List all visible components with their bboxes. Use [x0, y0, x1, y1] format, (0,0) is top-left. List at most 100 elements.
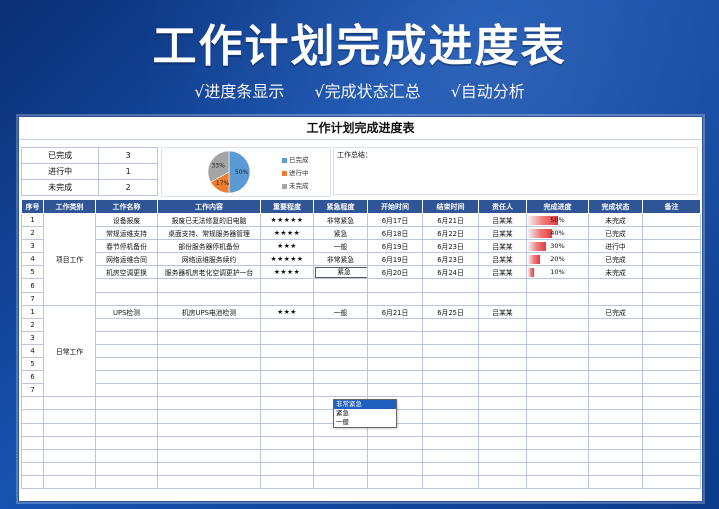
task-name-cell[interactable] [95, 330, 158, 345]
empty-cell[interactable] [422, 448, 479, 463]
progress-cell[interactable] [526, 291, 589, 306]
remark-cell[interactable] [642, 343, 701, 359]
empty-cell[interactable] [588, 422, 643, 437]
empty-cell[interactable] [43, 448, 96, 463]
owner-cell[interactable]: 吕某某 [478, 212, 527, 228]
owner-cell[interactable] [478, 357, 527, 372]
column-header[interactable]: 完成状态 [588, 199, 643, 214]
progress-cell[interactable] [526, 343, 589, 359]
empty-cell[interactable] [157, 396, 261, 411]
start-date-cell[interactable] [367, 357, 423, 372]
owner-cell[interactable] [478, 343, 527, 359]
category-cell[interactable]: 项目工作 [43, 213, 96, 306]
empty-cell[interactable] [642, 448, 701, 463]
empty-cell[interactable] [422, 396, 479, 411]
empty-cell[interactable] [43, 396, 96, 411]
empty-cell[interactable] [95, 435, 158, 450]
empty-cell[interactable] [422, 435, 479, 450]
pie-slice[interactable] [207, 150, 230, 183]
progress-cell[interactable] [526, 357, 589, 372]
urgency-cell[interactable] [313, 278, 368, 293]
status-cell[interactable] [588, 278, 643, 293]
urgency-cell[interactable]: 一般 [313, 304, 368, 319]
progress-cell[interactable] [526, 317, 589, 332]
column-header[interactable]: 序号 [21, 199, 44, 214]
task-content-cell[interactable]: 服务器机房老化空调更护一台 [157, 265, 261, 280]
status-cell[interactable]: 已完成 [588, 304, 643, 319]
empty-cell[interactable] [260, 396, 314, 411]
task-name-cell[interactable] [95, 357, 158, 372]
owner-cell[interactable]: 吕某某 [478, 304, 527, 319]
row-number-cell[interactable]: 1 [21, 304, 44, 319]
owner-cell[interactable] [478, 383, 527, 398]
summary-value[interactable]: 2 [98, 179, 158, 196]
status-cell[interactable] [588, 291, 643, 306]
row-number-cell[interactable]: 3 [21, 239, 44, 254]
task-name-cell[interactable] [95, 383, 158, 398]
empty-cell[interactable] [95, 422, 158, 437]
empty-cell[interactable] [588, 396, 643, 411]
column-header[interactable]: 工作类别 [43, 199, 96, 214]
remark-cell[interactable] [642, 383, 701, 398]
start-date-cell[interactable] [367, 330, 423, 345]
empty-cell[interactable] [526, 409, 589, 424]
remark-cell[interactable] [642, 252, 701, 267]
empty-cell[interactable] [478, 422, 527, 437]
empty-cell[interactable] [157, 435, 261, 450]
status-cell[interactable]: 未完成 [588, 265, 643, 280]
owner-cell[interactable] [478, 291, 527, 306]
urgency-cell[interactable] [313, 357, 368, 372]
category-cell[interactable]: 日常工作 [43, 304, 96, 398]
empty-cell[interactable] [422, 461, 479, 476]
urgency-cell[interactable]: 紧急 [313, 226, 368, 241]
empty-cell[interactable] [526, 435, 589, 450]
task-content-cell[interactable]: 机房UPS电池检测 [157, 304, 261, 319]
importance-cell[interactable] [260, 357, 314, 372]
empty-cell[interactable] [157, 409, 261, 424]
progress-cell[interactable]: 50% [526, 212, 589, 228]
summary-value[interactable]: 1 [98, 163, 158, 180]
start-date-cell[interactable]: 6月20日 [367, 265, 423, 280]
progress-cell[interactable]: 30% [526, 239, 589, 254]
task-name-cell[interactable]: 常规运维支持 [95, 226, 158, 241]
urgency-cell[interactable] [313, 370, 368, 385]
urgency-cell[interactable]: 非常紧急 [313, 212, 368, 228]
empty-cell[interactable] [367, 448, 423, 463]
progress-cell[interactable]: 20% [526, 252, 589, 267]
task-name-cell[interactable]: 春节停机备份 [95, 239, 158, 254]
empty-cell[interactable] [43, 435, 96, 450]
empty-cell[interactable] [43, 422, 96, 437]
urgency-cell[interactable] [313, 343, 368, 359]
start-date-cell[interactable] [367, 291, 423, 306]
row-number-cell[interactable]: 5 [21, 265, 44, 280]
empty-cell[interactable] [478, 474, 527, 489]
importance-cell[interactable] [260, 330, 314, 345]
work-summary-cell[interactable]: 工作总结： [333, 147, 698, 195]
empty-cell[interactable] [526, 448, 589, 463]
empty-cell[interactable] [157, 474, 261, 489]
dropdown-option[interactable]: 一般 [336, 418, 349, 426]
remark-cell[interactable] [642, 357, 701, 372]
importance-cell[interactable] [260, 291, 314, 306]
start-date-cell[interactable]: 6月18日 [367, 226, 423, 241]
owner-cell[interactable]: 吕某某 [478, 239, 527, 254]
task-content-cell[interactable]: 网络运维服务续约 [157, 252, 261, 267]
row-number-cell[interactable]: 7 [21, 291, 44, 306]
empty-cell[interactable] [95, 409, 158, 424]
importance-cell[interactable] [260, 343, 314, 359]
empty-cell[interactable] [157, 461, 261, 476]
empty-cell[interactable] [642, 461, 701, 476]
empty-cell[interactable] [43, 409, 96, 424]
empty-cell[interactable] [422, 422, 479, 437]
importance-cell[interactable]: ★★★★★ [260, 212, 314, 228]
task-content-cell[interactable] [157, 278, 261, 293]
task-name-cell[interactable]: 网络运维合同 [95, 252, 158, 267]
column-header[interactable]: 工作名称 [95, 199, 158, 214]
urgency-dropdown[interactable]: 紧急▾ [315, 266, 367, 278]
task-name-cell[interactable] [95, 343, 158, 359]
task-name-cell[interactable] [95, 370, 158, 385]
empty-cell[interactable] [588, 409, 643, 424]
row-number-cell[interactable]: 1 [21, 212, 44, 228]
task-content-cell[interactable] [157, 343, 261, 359]
status-pie-chart[interactable]: 50% 17% 33% 已完成 进行中 未完成 [161, 147, 331, 197]
